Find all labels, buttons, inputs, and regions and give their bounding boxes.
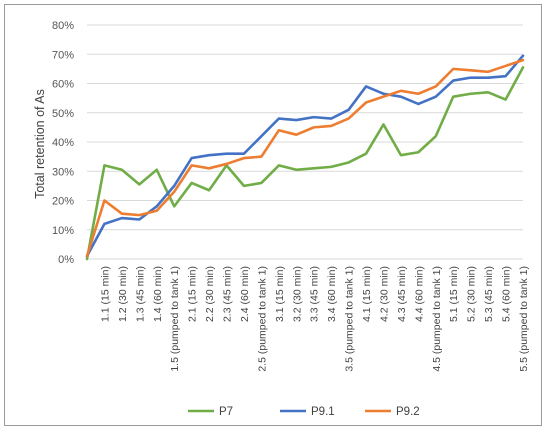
- y-tick-label: 60%: [52, 79, 74, 91]
- x-axis-ticks: 1.1 (15 min) 1.2 (30 min) 1.3 (45 min) 1.4 …: [99, 266, 530, 372]
- x-tick-label: 4.3 (45 min): [396, 266, 408, 322]
- x-tick-label: 5.3 (45 min): [483, 266, 495, 322]
- x-tick-label: 4.2 (30 min): [378, 266, 390, 322]
- y-axis-label: Total retention of As: [33, 89, 47, 199]
- y-tick-label: 30%: [52, 166, 74, 178]
- x-tick-label: 2.4 (60 min): [239, 266, 251, 322]
- x-tick-label: 2.5 (pumped to tank 1): [256, 266, 268, 372]
- y-tick-label: 40%: [52, 137, 74, 149]
- x-tick-label: 3.4 (60 min): [326, 266, 338, 322]
- x-tick-label: 4.4 (60 min): [413, 266, 425, 322]
- x-tick-label: 3.1 (15 min): [274, 266, 286, 322]
- x-tick-label: 1.3 (45 min): [134, 266, 146, 322]
- y-tick-label: 70%: [52, 49, 74, 61]
- x-tick-label: 1.5 (pumped to tank 1): [169, 266, 181, 372]
- x-tick-label: 1.1 (15 min): [99, 266, 111, 322]
- y-tick-label: 20%: [52, 196, 74, 208]
- x-tick-label: 2.3 (45 min): [222, 266, 234, 322]
- series-lines: [85, 54, 525, 261]
- x-tick-label: 5.2 (30 min): [466, 266, 478, 322]
- x-tick-label: 5.5 (pumped to tank 1): [518, 266, 530, 372]
- y-tick-label: 0%: [58, 254, 74, 266]
- x-tick-label: 5.1 (15 min): [448, 266, 460, 322]
- y-tick-label: 80%: [52, 20, 74, 32]
- x-tick-label: 4.1 (15 min): [361, 266, 373, 322]
- legend: P7 P9.1 P9.2: [188, 406, 420, 418]
- gridlines: [87, 24, 523, 260]
- y-axis-ticks: 0% 10% 20% 30% 40% 50% 60% 70% 80%: [52, 20, 74, 266]
- x-tick-label: 5.4 (60 min): [501, 266, 513, 322]
- y-tick-label: 10%: [52, 225, 74, 237]
- x-tick-label: 2.2 (30 min): [204, 266, 216, 322]
- x-tick-label: 1.2 (30 min): [117, 266, 129, 322]
- x-tick-label: 4.5 (pumped to tank 1): [431, 266, 443, 372]
- x-tick-label: 3.2 (30 min): [291, 266, 303, 322]
- legend-label: P9.1: [311, 406, 335, 418]
- x-tick-label: 3.3 (45 min): [309, 266, 321, 322]
- series-line-p9-2: [85, 58, 525, 258]
- x-tick-label: 3.5 (pumped to tank 1): [344, 266, 356, 372]
- chart-frame: [4, 4, 542, 426]
- series-line-p9-1: [85, 54, 525, 258]
- x-tick-label: 1.4 (60 min): [152, 266, 164, 322]
- y-tick-label: 50%: [52, 108, 74, 120]
- legend-label: P7: [219, 406, 233, 418]
- legend-label: P9.2: [396, 406, 420, 418]
- series-line-p7: [85, 66, 525, 261]
- x-tick-label: 2.1 (15 min): [187, 266, 199, 322]
